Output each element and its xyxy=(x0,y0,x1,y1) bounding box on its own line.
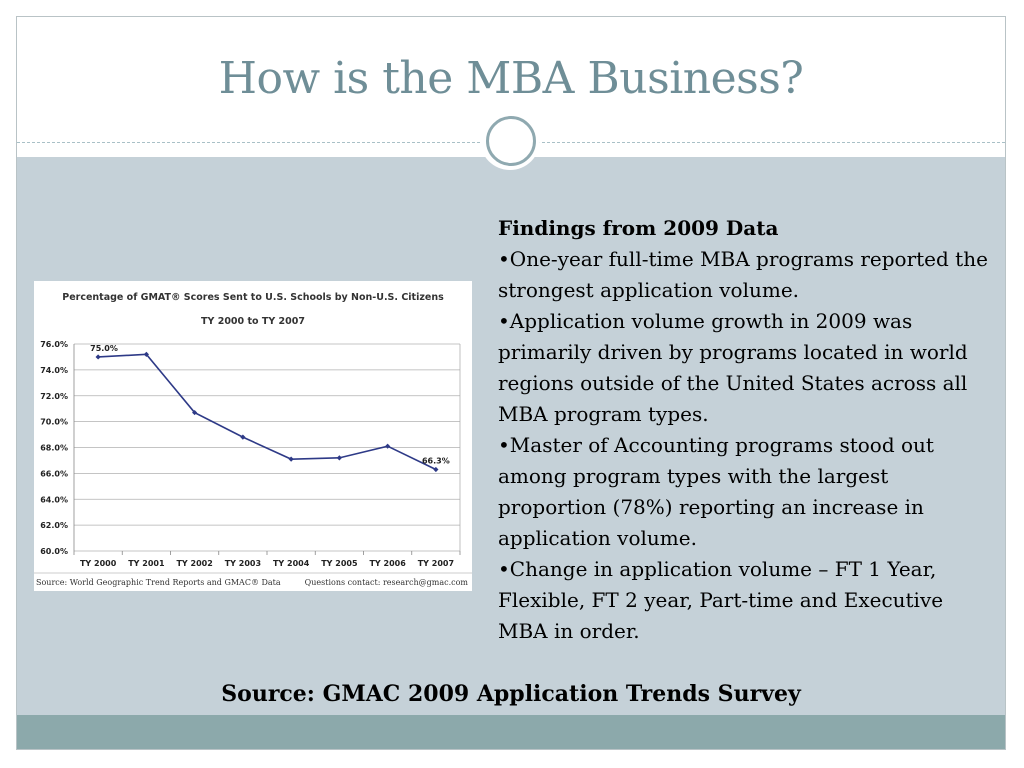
data-label: 75.0% xyxy=(90,344,118,353)
finding-bullet: •One-year full-time MBA programs reporte… xyxy=(498,247,988,302)
findings-text: Findings from 2009 Data •One-year full-t… xyxy=(498,213,998,647)
data-label: 66.3% xyxy=(422,456,450,465)
y-tick-label: 72.0% xyxy=(40,392,68,401)
circle-ornament xyxy=(480,110,540,170)
x-tick-label: TY 2002 xyxy=(176,559,212,568)
source-caption: Source: GMAC 2009 Application Trends Sur… xyxy=(221,681,801,707)
x-tick-label: TY 2003 xyxy=(225,559,261,568)
x-tick-label: TY 2000 xyxy=(80,559,117,568)
x-tick-label: TY 2005 xyxy=(321,559,358,568)
finding-bullet: •Application volume growth in 2009 was p… xyxy=(498,309,968,426)
data-point xyxy=(385,443,391,449)
x-tick-label: TY 2004 xyxy=(273,559,310,568)
line-chart: Percentage of GMAT® Scores Sent to U.S. … xyxy=(34,292,472,587)
data-point xyxy=(288,456,294,462)
data-point xyxy=(433,466,439,473)
slide-title: How is the MBA Business? xyxy=(218,53,804,104)
findings-heading: Findings from 2009 Data xyxy=(498,216,779,240)
y-tick-label: 68.0% xyxy=(40,444,68,453)
x-tick-label: TY 2006 xyxy=(369,559,406,568)
data-point xyxy=(336,455,342,461)
chart-source-left: Source: World Geographic Trend Reports a… xyxy=(36,578,281,587)
data-point xyxy=(95,354,101,360)
y-tick-label: 76.0% xyxy=(40,340,68,349)
finding-bullet: •Change in application volume – FT 1 Yea… xyxy=(498,557,944,643)
finding-bullet: •Master of Accounting programs stood out… xyxy=(498,433,934,550)
x-tick-label: TY 2007 xyxy=(418,559,454,568)
y-tick-label: 60.0% xyxy=(40,547,68,556)
y-tick-label: 66.0% xyxy=(40,469,68,478)
y-tick-label: 74.0% xyxy=(40,366,68,375)
series-line xyxy=(98,353,437,471)
y-tick-label: 62.0% xyxy=(40,521,68,530)
chart-subtitle: TY 2000 to TY 2007 xyxy=(201,316,305,327)
y-tick-label: 64.0% xyxy=(40,495,68,504)
chart-title: Percentage of GMAT® Scores Sent to U.S. … xyxy=(62,292,444,303)
chart-panel: Percentage of GMAT® Scores Sent to U.S. … xyxy=(34,281,472,591)
circle-ornament-ring xyxy=(486,116,536,166)
chart-source-right: Questions contact: research@gmac.com xyxy=(305,578,469,587)
slide: How is the MBA Business? Percentage of G… xyxy=(16,16,1006,750)
footer-band xyxy=(17,715,1005,749)
x-tick-label: TY 2001 xyxy=(128,559,165,568)
y-tick-label: 70.0% xyxy=(40,418,68,427)
